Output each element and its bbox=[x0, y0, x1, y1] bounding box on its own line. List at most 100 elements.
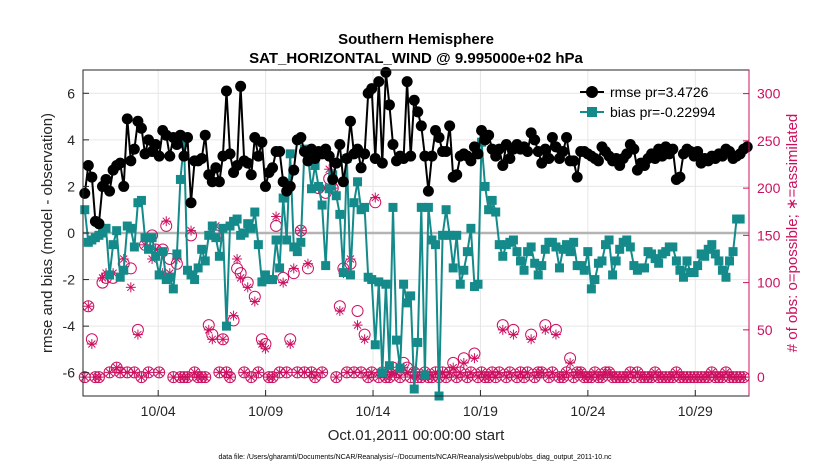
bias-point bbox=[462, 247, 472, 257]
bias-point bbox=[647, 249, 657, 259]
obs-assimilated-point bbox=[490, 372, 501, 383]
bias-point bbox=[406, 291, 416, 301]
bias-point bbox=[257, 277, 267, 287]
bias-point bbox=[526, 242, 536, 252]
obs-assimilated-point bbox=[225, 372, 236, 383]
bias-point bbox=[395, 363, 405, 373]
bias-point bbox=[484, 205, 494, 215]
obs-possible-point bbox=[216, 333, 229, 346]
bias-point bbox=[338, 268, 348, 278]
obs-assimilated-point bbox=[487, 367, 498, 378]
bias-point bbox=[292, 247, 302, 257]
obs-assimilated-point bbox=[472, 372, 483, 383]
obs-assimilated-point bbox=[586, 372, 597, 383]
obs-assimilated-point bbox=[317, 367, 328, 378]
rmse-point bbox=[114, 157, 126, 169]
rmse-point bbox=[259, 180, 271, 192]
bias-point bbox=[260, 270, 270, 280]
obs-possible-point bbox=[252, 366, 265, 379]
rmse-point bbox=[150, 139, 162, 151]
obs-assimilated-point bbox=[104, 367, 115, 378]
obs-assimilated-point bbox=[667, 372, 678, 383]
rmse-point bbox=[504, 152, 516, 164]
bias-point bbox=[317, 200, 327, 210]
obs-assimilated-point bbox=[97, 272, 108, 283]
bias-point bbox=[540, 244, 550, 254]
obs-assimilated-point bbox=[352, 320, 363, 331]
rmse-point bbox=[376, 157, 388, 169]
rmse-point bbox=[344, 115, 356, 127]
x-axis-label: Oct.01,2011 00:00:00 start bbox=[328, 427, 505, 444]
x-tick-label: 10/04 bbox=[141, 403, 176, 419]
obs-assimilated-point bbox=[356, 367, 367, 378]
bias-point bbox=[455, 279, 465, 289]
obs-assimilated-point bbox=[154, 367, 165, 378]
bias-point bbox=[622, 235, 632, 245]
obs-assimilated-point bbox=[93, 372, 104, 383]
obs-assimilated-point bbox=[228, 310, 239, 321]
bias-point bbox=[370, 340, 380, 350]
bias-point bbox=[179, 137, 189, 147]
rmse-point bbox=[366, 83, 378, 95]
rmse-point bbox=[196, 152, 208, 164]
bias-point bbox=[402, 298, 412, 308]
obs-assimilated-point bbox=[565, 357, 576, 368]
bias-point bbox=[186, 270, 196, 280]
obs-assimilated-point bbox=[253, 367, 264, 378]
rmse-point bbox=[529, 134, 541, 146]
rmse-point bbox=[235, 80, 247, 92]
bias-point bbox=[717, 265, 727, 275]
bias-point bbox=[310, 160, 320, 170]
bias-point bbox=[590, 275, 600, 285]
obs-assimilated-point bbox=[441, 372, 452, 383]
rmse-point bbox=[135, 122, 147, 134]
obs-assimilated-point bbox=[395, 372, 406, 383]
bias-point bbox=[345, 270, 355, 280]
bias-point bbox=[735, 214, 745, 224]
rmse-point bbox=[571, 171, 583, 183]
bias-point bbox=[154, 270, 164, 280]
obs-possible-point bbox=[351, 304, 364, 317]
bias-point bbox=[204, 230, 214, 240]
obs-assimilated-point bbox=[186, 225, 197, 236]
bias-point bbox=[668, 242, 678, 252]
bias-point bbox=[586, 284, 596, 294]
obs-possible-point bbox=[330, 371, 343, 384]
rmse-point bbox=[433, 132, 445, 144]
obs-assimilated-point bbox=[239, 367, 250, 378]
obs-possible-point bbox=[546, 366, 559, 379]
bias-point bbox=[459, 265, 469, 275]
bias-point bbox=[675, 265, 685, 275]
bias-point bbox=[246, 223, 256, 233]
bias-point bbox=[275, 263, 285, 273]
obs-assimilated-point bbox=[561, 367, 572, 378]
legend-rmse-marker bbox=[586, 86, 598, 98]
bias-point bbox=[147, 233, 157, 243]
bias-point bbox=[689, 268, 699, 278]
bias-point bbox=[399, 279, 409, 289]
rmse-point bbox=[546, 132, 558, 144]
obs-assimilated-point bbox=[281, 367, 292, 378]
rmse-point bbox=[178, 150, 190, 162]
obs-assimilated-point bbox=[302, 258, 313, 269]
x-tick-label: 10/09 bbox=[248, 403, 283, 419]
obs-assimilated-point bbox=[86, 339, 97, 350]
bias-point bbox=[533, 270, 543, 280]
bias-point bbox=[144, 244, 154, 254]
bias-point bbox=[416, 202, 426, 212]
obs-assimilated-point bbox=[497, 324, 508, 335]
bias-point bbox=[268, 275, 278, 285]
bias-point bbox=[374, 277, 384, 287]
y-tick-label-right: 300 bbox=[757, 86, 781, 102]
bias-point bbox=[576, 261, 586, 271]
bias-point bbox=[97, 228, 107, 238]
obs-assimilated-point bbox=[125, 282, 136, 293]
obs-assimilated-point bbox=[706, 367, 717, 378]
rmse-point bbox=[465, 155, 477, 167]
rmse-point bbox=[118, 180, 130, 192]
bias-point bbox=[388, 202, 398, 212]
bias-point bbox=[650, 254, 660, 264]
rmse-point bbox=[245, 169, 257, 181]
rmse-point bbox=[568, 155, 580, 167]
obs-assimilated-point bbox=[132, 329, 143, 340]
